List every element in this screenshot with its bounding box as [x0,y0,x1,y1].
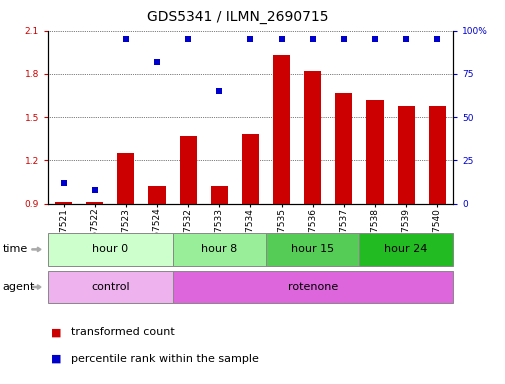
Bar [148,186,165,204]
Bar [241,134,259,204]
Text: hour 24: hour 24 [384,244,427,255]
Bar [179,136,196,204]
Text: transformed count: transformed count [71,327,174,337]
Point [122,36,130,42]
Point [153,59,161,65]
Point [401,36,410,42]
Bar [211,186,227,204]
Text: ■: ■ [50,354,61,364]
Point [277,36,285,42]
Point [184,36,192,42]
Bar [304,71,321,204]
Text: hour 8: hour 8 [201,244,237,255]
Bar [366,100,383,204]
Point [339,36,347,42]
Text: agent: agent [3,282,35,292]
Bar [428,106,445,204]
Point [215,88,223,94]
Point [432,36,440,42]
Text: hour 0: hour 0 [92,244,128,255]
Text: hour 15: hour 15 [290,244,334,255]
Text: control: control [91,282,129,292]
Bar [86,202,103,204]
Point [90,187,98,193]
Bar [117,153,134,204]
Text: percentile rank within the sample: percentile rank within the sample [71,354,258,364]
Point [246,36,254,42]
Bar [335,93,352,204]
Bar [273,55,289,204]
Text: time: time [3,244,28,255]
Point [370,36,378,42]
Bar [397,106,414,204]
Bar [55,202,72,204]
Text: GDS5341 / ILMN_2690715: GDS5341 / ILMN_2690715 [147,10,328,23]
Point [60,180,68,186]
Text: ■: ■ [50,327,61,337]
Point [308,36,316,42]
Text: rotenone: rotenone [287,282,337,292]
